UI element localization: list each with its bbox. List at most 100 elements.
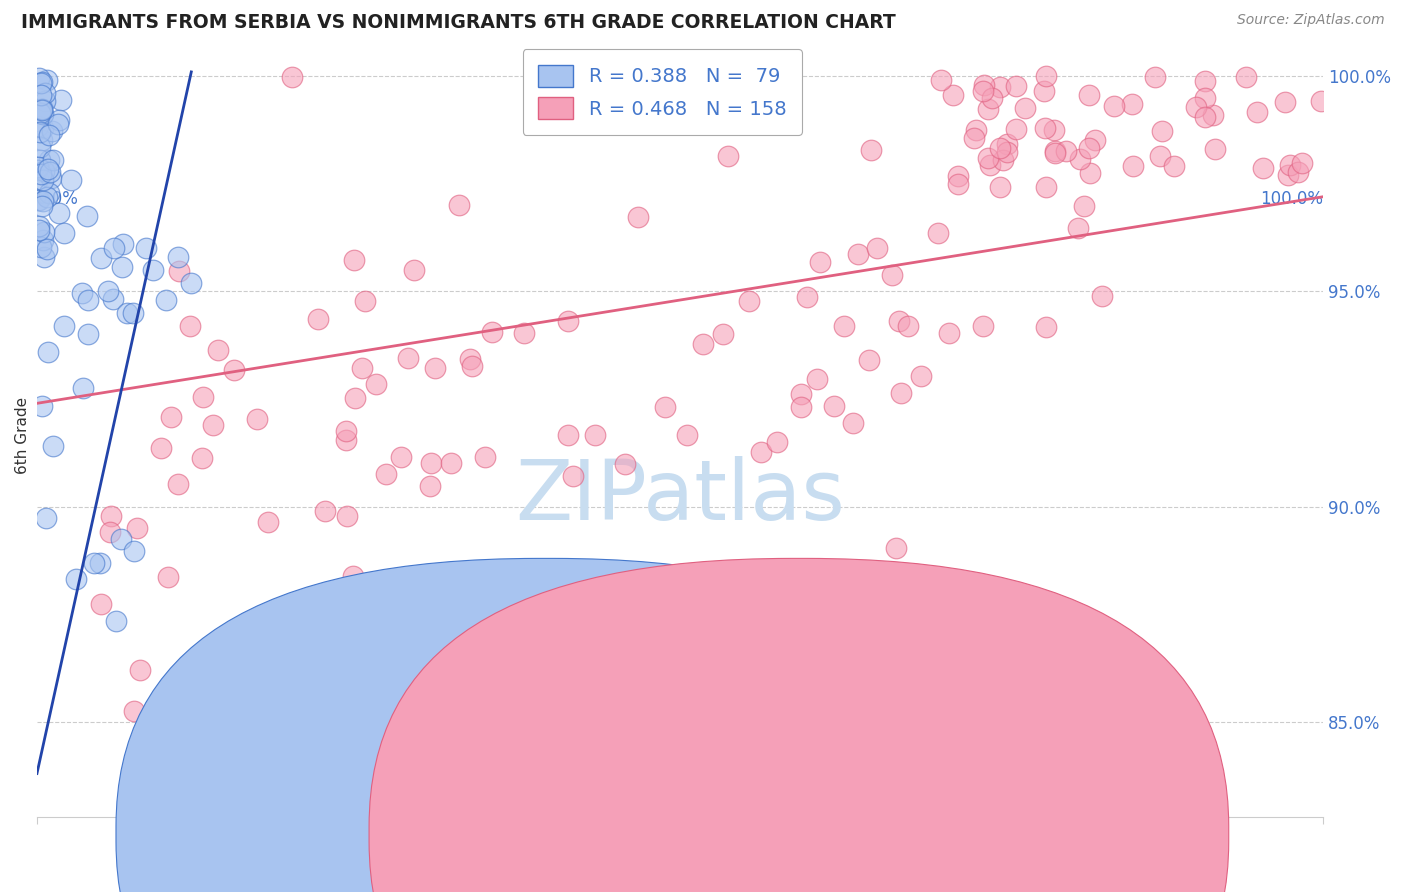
Point <box>34 86 56 100</box>
Point <box>28 223 51 237</box>
Point <box>42 439 65 453</box>
Point <box>246 412 269 426</box>
Point <box>1054 144 1077 158</box>
Point <box>1194 91 1216 105</box>
Point <box>77 327 100 342</box>
Point <box>38 128 60 142</box>
Point <box>335 424 357 438</box>
Point <box>1043 122 1066 136</box>
Point <box>1184 100 1206 114</box>
Point <box>474 450 496 464</box>
Point <box>342 569 364 583</box>
Point <box>38 186 60 201</box>
Point <box>1043 146 1066 161</box>
Point <box>938 326 960 341</box>
Point <box>995 136 1018 151</box>
Text: 0.0%: 0.0% <box>37 190 79 209</box>
Point <box>142 263 165 277</box>
Point <box>675 428 697 442</box>
Point <box>1084 133 1107 147</box>
Point <box>1014 101 1036 115</box>
Point <box>32 121 55 136</box>
Point <box>32 233 55 247</box>
Point <box>946 169 969 183</box>
Y-axis label: 6th Grade: 6th Grade <box>15 397 30 475</box>
Point <box>39 171 62 186</box>
Point <box>101 292 124 306</box>
Point <box>46 117 69 131</box>
Point <box>72 285 94 300</box>
Point <box>927 226 949 240</box>
Point <box>30 167 52 181</box>
Point <box>972 84 994 98</box>
Point <box>583 428 606 442</box>
Point <box>808 255 831 269</box>
Point <box>72 381 94 395</box>
Point <box>180 276 202 290</box>
Point <box>447 198 470 212</box>
Point <box>1277 168 1299 182</box>
Point <box>389 450 412 465</box>
Point <box>790 386 813 401</box>
Point <box>1078 166 1101 180</box>
Point <box>796 290 818 304</box>
Point <box>988 141 1011 155</box>
Point <box>995 145 1018 160</box>
Point <box>207 343 229 357</box>
Point <box>1035 180 1057 194</box>
Text: Immigrants from Serbia: Immigrants from Serbia <box>561 827 742 841</box>
Point <box>155 293 177 307</box>
Point <box>973 78 995 93</box>
Point <box>627 210 650 224</box>
Point <box>98 524 121 539</box>
Point <box>60 173 83 187</box>
Point <box>27 193 49 207</box>
Point <box>980 91 1002 105</box>
Point <box>396 351 419 366</box>
Point <box>28 153 51 167</box>
Point <box>89 556 111 570</box>
Point <box>972 319 994 334</box>
Point <box>83 556 105 570</box>
Point <box>31 199 53 213</box>
Point <box>540 672 562 686</box>
Point <box>167 250 190 264</box>
Point <box>751 445 773 459</box>
Point <box>420 456 443 470</box>
Point <box>31 75 53 89</box>
Point <box>1236 70 1258 84</box>
Point <box>460 359 482 374</box>
Point <box>97 285 120 299</box>
Point <box>962 130 984 145</box>
Point <box>458 351 481 366</box>
Point <box>991 153 1014 167</box>
Point <box>150 441 173 455</box>
Point <box>344 391 367 405</box>
Point <box>48 206 70 220</box>
Point <box>513 326 536 340</box>
Point <box>30 87 52 102</box>
Point <box>561 469 583 483</box>
Point <box>157 570 180 584</box>
Point <box>42 153 65 168</box>
Point <box>90 597 112 611</box>
Point <box>1121 97 1143 112</box>
Point <box>25 162 48 177</box>
Point <box>823 399 845 413</box>
Point <box>884 541 907 555</box>
Point <box>115 306 138 320</box>
Point <box>1286 165 1309 179</box>
Point <box>232 679 254 693</box>
Point <box>111 260 134 274</box>
Point <box>122 306 145 320</box>
Point <box>31 132 53 146</box>
Point <box>28 71 51 86</box>
Point <box>135 241 157 255</box>
Point <box>439 456 461 470</box>
Point <box>1035 69 1057 83</box>
Point <box>404 263 426 277</box>
Point <box>942 87 965 102</box>
Text: IMMIGRANTS FROM SERBIA VS NONIMMIGRANTS 6TH GRADE CORRELATION CHART: IMMIGRANTS FROM SERBIA VS NONIMMIGRANTS … <box>21 13 896 32</box>
Point <box>27 160 49 174</box>
Point <box>1005 79 1028 94</box>
